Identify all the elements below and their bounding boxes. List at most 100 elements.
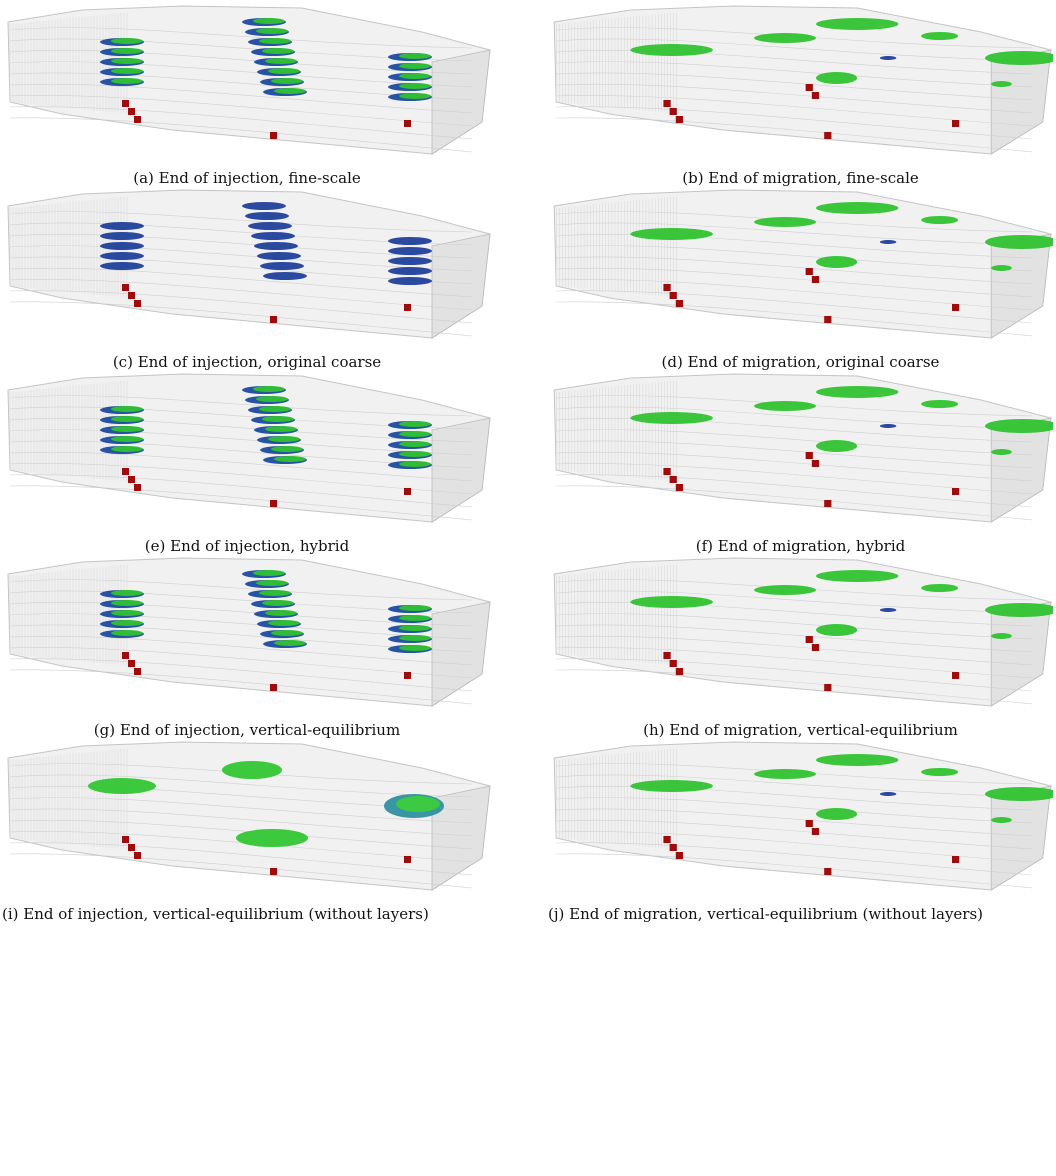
render-image: [548, 186, 1053, 346]
plume: [111, 590, 143, 596]
render-image: [548, 554, 1053, 714]
render-image: [2, 554, 492, 714]
well: [676, 668, 683, 675]
well: [134, 484, 141, 491]
plume: [816, 808, 857, 820]
well: [812, 460, 819, 467]
well: [128, 660, 135, 667]
plume: [399, 83, 431, 89]
plume: [396, 796, 440, 812]
plume: [630, 780, 712, 792]
well: [122, 652, 129, 659]
plume: [816, 624, 857, 636]
plume: [111, 620, 143, 626]
plume: [265, 610, 297, 616]
plume: [399, 431, 431, 437]
plume: [991, 265, 1012, 271]
reservoir-front: [432, 602, 490, 706]
subfigure: (e) End of injection, hybrid: [2, 370, 492, 557]
subfigure: (j) End of migration, vertical-equilibri…: [548, 738, 1053, 925]
reservoir-grid: [554, 6, 1051, 154]
well: [404, 672, 411, 679]
well: [812, 644, 819, 651]
plume: [259, 590, 291, 596]
plume: [880, 56, 896, 60]
well: [952, 304, 959, 311]
plume: [100, 242, 144, 250]
well: [134, 668, 141, 675]
plume: [399, 73, 431, 79]
well: [122, 836, 129, 843]
plume: [399, 53, 431, 59]
reservoir-front: [432, 418, 490, 522]
plume: [399, 615, 431, 621]
well: [824, 684, 831, 691]
plume: [236, 829, 308, 847]
well: [806, 84, 813, 91]
well: [952, 488, 959, 495]
plume: [921, 400, 958, 408]
well: [128, 108, 135, 115]
well: [952, 672, 959, 679]
well: [806, 636, 813, 643]
reservoir-front: [991, 786, 1051, 890]
well: [670, 476, 677, 483]
well: [134, 116, 141, 123]
well: [122, 100, 129, 107]
render-image: [2, 2, 492, 162]
well: [952, 120, 959, 127]
plume: [268, 436, 300, 442]
plume: [754, 769, 816, 779]
well: [812, 92, 819, 99]
subfigure: (b) End of migration, fine-scale: [548, 2, 1053, 189]
plume: [816, 72, 857, 84]
well: [128, 844, 135, 851]
well: [824, 868, 831, 875]
plume: [263, 272, 307, 280]
plume: [880, 424, 896, 428]
plume: [111, 406, 143, 412]
well: [270, 316, 277, 323]
subfigure: (h) End of migration, vertical-equilibri…: [548, 554, 1053, 741]
well: [824, 500, 831, 507]
reservoir-front: [432, 50, 490, 154]
well: [134, 300, 141, 307]
plume: [111, 78, 143, 84]
well: [404, 304, 411, 311]
plume: [880, 608, 896, 612]
plume: [111, 436, 143, 442]
well: [676, 300, 683, 307]
well: [806, 268, 813, 275]
well: [670, 108, 677, 115]
plume: [754, 33, 816, 43]
reservoir-grid: [554, 742, 1051, 890]
well: [270, 684, 277, 691]
plume: [111, 426, 143, 432]
plume: [880, 240, 896, 244]
plume: [399, 625, 431, 631]
well: [128, 476, 135, 483]
well: [270, 132, 277, 139]
render-image: [548, 370, 1053, 530]
well: [670, 292, 677, 299]
plume: [242, 202, 286, 210]
plume: [816, 386, 898, 398]
reservoir-front: [991, 234, 1051, 338]
well: [812, 276, 819, 283]
plume: [222, 761, 282, 779]
subfigure: (f) End of migration, hybrid: [548, 370, 1053, 557]
well: [404, 856, 411, 863]
render-image: [548, 738, 1053, 898]
well: [806, 820, 813, 827]
plume: [100, 232, 144, 240]
plume: [399, 461, 431, 467]
plume: [111, 600, 143, 606]
subfigure: (d) End of migration, original coarse: [548, 186, 1053, 373]
plume: [253, 570, 285, 576]
plume: [274, 456, 306, 462]
well: [676, 484, 683, 491]
plume: [754, 401, 816, 411]
plume: [256, 580, 288, 586]
plume: [268, 68, 300, 74]
well: [806, 452, 813, 459]
